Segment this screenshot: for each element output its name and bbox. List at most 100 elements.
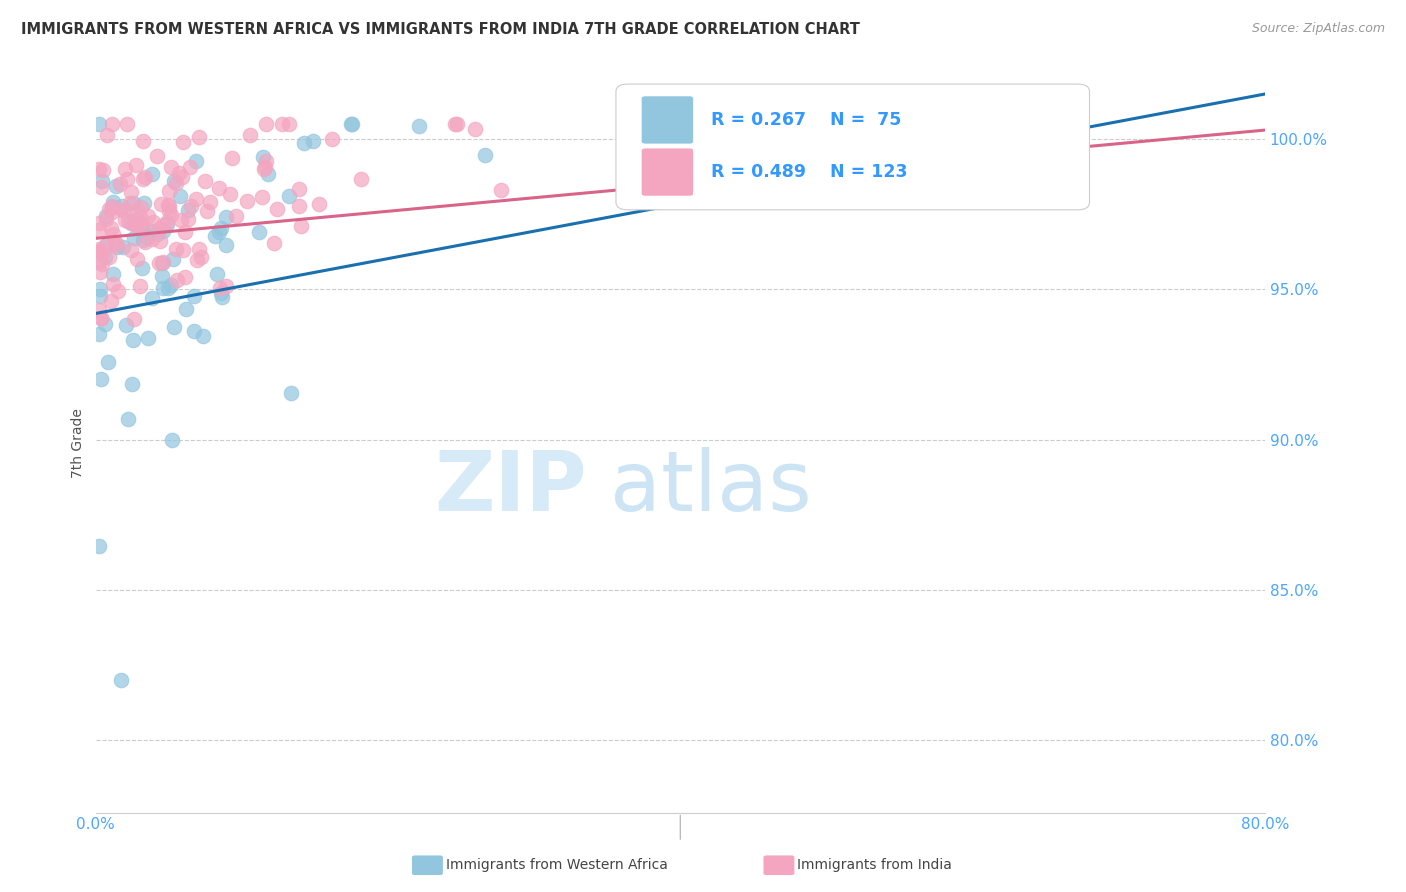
Point	[91, 163, 114, 178]
Point	[89, 289, 111, 303]
Point	[148, 255, 170, 269]
FancyBboxPatch shape	[641, 148, 693, 195]
Point	[100, 221, 122, 235]
Point	[174, 225, 197, 239]
Point	[321, 132, 343, 146]
Point	[117, 214, 139, 228]
Point	[125, 252, 148, 266]
Point	[97, 355, 120, 369]
Point	[167, 165, 190, 179]
Point	[159, 278, 181, 293]
Point	[340, 117, 363, 131]
Point	[263, 235, 285, 250]
Point	[225, 209, 247, 223]
Point	[209, 285, 232, 300]
Point	[90, 310, 112, 325]
Point	[141, 168, 163, 182]
Point	[145, 149, 167, 163]
Point	[94, 317, 117, 331]
Point	[173, 269, 195, 284]
Point	[464, 122, 486, 136]
Point	[190, 250, 212, 264]
Point	[177, 202, 200, 217]
Point	[134, 170, 156, 185]
Point	[131, 233, 153, 247]
Point	[103, 227, 125, 241]
Point	[136, 209, 159, 223]
Point	[115, 172, 138, 186]
Point	[101, 194, 124, 209]
Point	[209, 281, 232, 295]
Point	[157, 281, 180, 295]
Point	[105, 238, 128, 252]
Text: IMMIGRANTS FROM WESTERN AFRICA VS IMMIGRANTS FROM INDIA 7TH GRADE CORRELATION CH: IMMIGRANTS FROM WESTERN AFRICA VS IMMIGR…	[21, 22, 860, 37]
Point	[142, 214, 165, 228]
Point	[184, 154, 207, 169]
Point	[180, 199, 202, 213]
Point	[177, 211, 200, 226]
Point	[96, 238, 118, 252]
Point	[208, 225, 231, 239]
Point	[288, 199, 311, 213]
Point	[623, 148, 645, 162]
Point	[193, 329, 215, 343]
Point	[141, 291, 163, 305]
Point	[101, 277, 124, 291]
Point	[90, 310, 112, 325]
Point	[87, 117, 110, 131]
Point	[179, 160, 201, 174]
Point	[104, 178, 127, 193]
Point	[87, 302, 110, 317]
Point	[105, 240, 128, 254]
Point	[252, 161, 274, 176]
Point	[120, 196, 142, 211]
Point	[89, 223, 111, 237]
Point	[121, 196, 143, 211]
Point	[162, 433, 184, 447]
Point	[280, 385, 302, 400]
Point	[215, 278, 238, 293]
Point	[491, 183, 513, 197]
Point	[250, 190, 273, 204]
Point	[131, 221, 153, 235]
Point	[94, 209, 117, 223]
Point	[117, 412, 139, 426]
Point	[129, 217, 152, 231]
Point	[239, 128, 262, 142]
Point	[172, 243, 194, 257]
Point	[122, 312, 145, 326]
Point	[198, 195, 221, 210]
Point	[125, 202, 148, 217]
Point	[149, 234, 172, 248]
Point	[156, 217, 179, 231]
Point	[254, 153, 277, 168]
Point	[339, 117, 361, 131]
Point	[98, 202, 121, 216]
Point	[141, 224, 163, 238]
Point	[94, 250, 117, 264]
Point	[125, 219, 148, 233]
Point	[156, 215, 179, 229]
Point	[111, 239, 134, 253]
Point	[170, 213, 193, 227]
Point	[128, 278, 150, 293]
Point	[115, 117, 138, 131]
Point	[132, 134, 155, 148]
Point	[87, 216, 110, 230]
Point	[112, 203, 135, 218]
Point	[136, 230, 159, 244]
FancyBboxPatch shape	[616, 84, 1090, 210]
Point	[215, 210, 238, 224]
Point	[115, 318, 138, 332]
Point	[131, 219, 153, 234]
Point	[446, 117, 468, 131]
Point	[124, 231, 146, 245]
Point	[166, 273, 188, 287]
Point	[91, 257, 114, 271]
Point	[221, 151, 243, 165]
Point	[215, 238, 238, 252]
Point	[152, 224, 174, 238]
Point	[91, 174, 114, 188]
Point	[188, 242, 211, 256]
Point	[253, 160, 276, 174]
